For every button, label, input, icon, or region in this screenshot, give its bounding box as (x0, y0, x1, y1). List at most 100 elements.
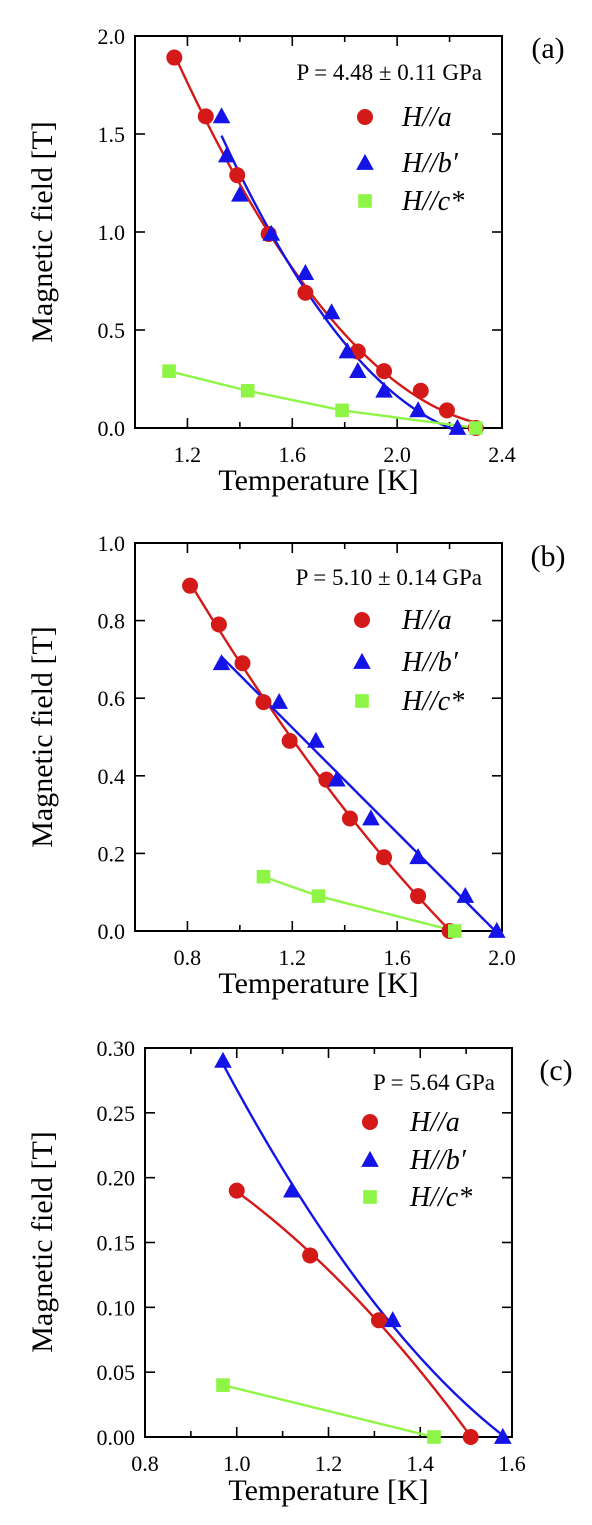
y-tick-label: 0.0 (98, 416, 126, 441)
legend-circle-marker (354, 612, 370, 628)
legend-triangle-marker (361, 1150, 379, 1167)
pressure-annotation: P = 4.48 ± 0.11 GPa (296, 60, 482, 85)
fit-line-b (221, 1063, 504, 1437)
fit-line-c (168, 369, 476, 430)
data-point-triangle-marker (212, 107, 231, 124)
data-point-triangle-marker (262, 224, 281, 241)
data-point-circle-marker (376, 363, 393, 380)
data-point-triangle-marker (362, 809, 380, 826)
legend-label: H//b′ (409, 1145, 467, 1176)
x-tick-label: 1.0 (223, 1451, 251, 1476)
y-tick-label: 0.6 (98, 686, 126, 711)
data-point-triangle-marker (270, 692, 288, 709)
y-axis-title: Magnetic field [T] (26, 626, 59, 848)
legend-square-marker (363, 1190, 377, 1204)
x-tick-label: 2.0 (488, 945, 516, 970)
legend-label: H//c* (401, 186, 464, 217)
data-point-circle-marker (462, 1429, 479, 1445)
data-point-square-marker (448, 924, 462, 938)
legend-circle-marker (362, 1114, 378, 1130)
x-tick-label: 2.4 (488, 442, 516, 467)
y-tick-label: 0.25 (97, 1101, 136, 1126)
y-tick-label: 0.05 (97, 1360, 136, 1385)
y-tick-label: 1.0 (98, 220, 126, 245)
data-point-triangle-marker (212, 654, 231, 671)
fit-line-c (263, 875, 456, 933)
data-point-triangle-marker (448, 418, 467, 435)
data-point-triangle-marker (231, 185, 249, 202)
legend-label: H//c* (409, 1182, 472, 1213)
legend-label: H//a (401, 605, 452, 636)
x-tick-label: 1.6 (383, 945, 411, 970)
data-point-circle-marker (234, 655, 251, 672)
legend-square-marker (355, 694, 369, 708)
y-tick-label: 1.0 (98, 531, 126, 556)
chart-panel-b: 0.0 0.2 0.4 0.6 0.8 1.0 0.8 1.2 1.6 2.0 Temperatur… (26, 531, 565, 1000)
y-axis-title: Magnetic field [T] (26, 121, 59, 343)
data-point-triangle-marker (349, 362, 367, 378)
data-point-triangle-marker (375, 381, 393, 398)
data-point-triangle-marker (217, 146, 236, 163)
legend-square-marker (358, 194, 372, 208)
data-point-square-marker (311, 889, 326, 903)
pressure-annotation: P = 5.64 GPa (373, 1070, 495, 1095)
x-tick-label: 1.6 (498, 1451, 526, 1476)
y-tick-label: 2.0 (98, 24, 126, 49)
data-point-triangle-marker (383, 1311, 402, 1328)
legend-label: H//a (401, 102, 452, 133)
x-tick-label: 0.8 (131, 1451, 159, 1476)
x-tick-label: 2.0 (383, 442, 411, 467)
data-point-triangle-marker (307, 731, 325, 748)
legend-label: H//b′ (401, 647, 459, 678)
data-point-triangle-marker (283, 1181, 301, 1198)
data-point-triangle-marker (214, 1051, 232, 1068)
panel-label: (c) (539, 1054, 572, 1087)
data-point-circle-marker (438, 402, 455, 419)
data-point-circle-marker (410, 888, 427, 905)
data-point-triangle-marker (328, 770, 346, 787)
data-point-square-marker (427, 1430, 441, 1444)
y-tick-label: 0.10 (97, 1295, 136, 1320)
data-point-circle-marker (166, 49, 183, 66)
y-tick-label: 0.8 (98, 609, 126, 634)
x-tick-label: 0.8 (174, 945, 202, 970)
y-tick-label: 0.20 (97, 1166, 136, 1191)
data-point-triangle-marker (338, 342, 357, 359)
legend-label: H//b′ (401, 148, 459, 179)
data-point-square-marker (240, 383, 255, 398)
y-tick-label: 1.5 (98, 122, 126, 147)
y-axis-title: Magnetic field [T] (26, 1131, 59, 1353)
y-tick-label: 0.4 (98, 764, 126, 789)
data-point-circle-marker (412, 382, 429, 399)
data-point-circle-marker (376, 849, 393, 866)
fit-line-a (236, 1190, 472, 1438)
x-tick-label: 1.2 (174, 442, 202, 467)
y-tick-label: 0.2 (98, 841, 126, 866)
x-axis-title: Temperature [K] (228, 1474, 428, 1507)
x-tick-label: 1.2 (279, 945, 307, 970)
y-tick-label: 0.15 (97, 1231, 136, 1256)
data-point-square-marker (468, 421, 483, 435)
data-point-triangle-marker (296, 264, 315, 280)
legend-circle-marker (357, 109, 373, 125)
data-point-square-marker (335, 403, 349, 418)
legend-triangle-marker (353, 652, 371, 669)
chart-panel-c: 0.00 0.05 0.10 0.15 0.20 0.25 0.30 0.8 1.0 1.2 1.4… (26, 1036, 573, 1507)
x-tick-label: 1.4 (407, 1451, 435, 1476)
data-point-circle-marker (297, 284, 314, 301)
data-point-triangle-marker (409, 848, 427, 865)
panel-label: (b) (531, 540, 566, 573)
data-point-circle-marker (302, 1247, 319, 1264)
data-point-circle-marker (229, 167, 246, 184)
data-point-square-marker (162, 364, 176, 378)
pressure-annotation: P = 5.10 ± 0.14 GPa (296, 565, 482, 590)
legend-label: H//a (409, 1107, 460, 1138)
y-tick-label: 0.0 (98, 919, 126, 944)
y-tick-label: 0.00 (97, 1425, 136, 1450)
data-point-triangle-marker (456, 886, 475, 903)
legend-label: H//c* (401, 686, 464, 717)
data-point-triangle-marker (487, 921, 506, 938)
legend-triangle-marker (356, 153, 374, 170)
data-point-circle-marker (341, 810, 358, 827)
data-point-circle-marker (210, 616, 227, 633)
